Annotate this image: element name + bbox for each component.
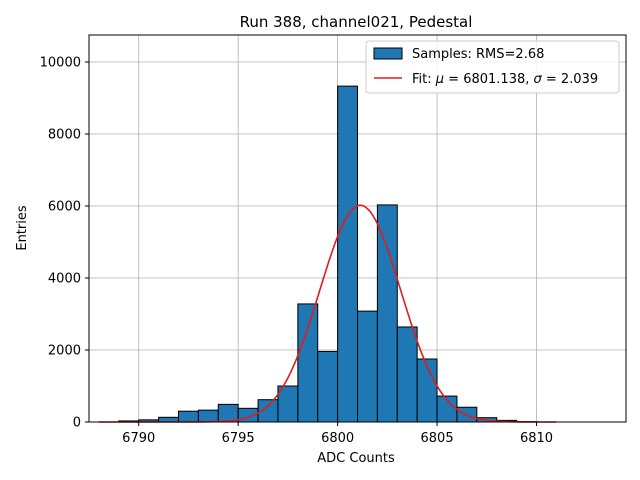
legend-label-fit: Fit: μ = 6801.138, σ = 2.039	[412, 72, 598, 87]
legend-box	[365, 40, 620, 94]
x-tick-label: 6790	[122, 431, 155, 446]
y-tick-label: 0	[73, 416, 81, 431]
histogram-bar	[317, 350, 339, 423]
histogram-bars	[118, 85, 537, 423]
x-tick-label: 6800	[321, 431, 354, 446]
histogram-bar	[197, 409, 219, 423]
legend-swatch-samples	[373, 47, 403, 60]
y-tick-label: 2000	[48, 344, 81, 359]
x-axis-ticks: 6790 6795 6800 6805 6810	[122, 422, 553, 446]
y-tick-label: 8000	[48, 128, 81, 143]
y-axis-ticks: 0 2000 4000 6000 8000 10000	[40, 56, 89, 431]
x-axis-label: ADC Counts	[317, 451, 395, 466]
histogram-bar	[178, 410, 199, 423]
legend: Samples: RMS=2.68 Fit: μ = 6801.138, σ =…	[365, 40, 620, 94]
plot-frame	[88, 34, 627, 423]
histogram-bar	[376, 204, 398, 423]
x-tick-label: 6795	[222, 431, 255, 446]
y-axis-label: Entries	[15, 205, 30, 251]
legend-label-samples: Samples: RMS=2.68	[412, 47, 544, 62]
histogram-bar	[337, 85, 359, 423]
x-tick-label: 6810	[520, 431, 553, 446]
histogram-bar	[297, 303, 319, 423]
histogram-bar	[357, 310, 378, 423]
x-tick-label: 6805	[421, 431, 454, 446]
y-tick-label: 10000	[40, 56, 81, 71]
histogram-bar	[396, 326, 418, 423]
y-tick-label: 4000	[48, 272, 81, 287]
chart-title: Run 388, channel021, Pedestal	[240, 13, 473, 31]
histogram-bar	[416, 358, 438, 423]
y-tick-label: 6000	[48, 200, 81, 215]
